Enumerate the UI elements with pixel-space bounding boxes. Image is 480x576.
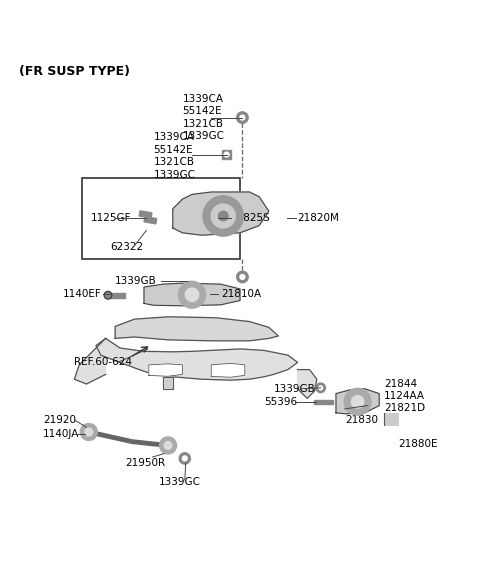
Circle shape: [351, 396, 364, 408]
Circle shape: [159, 437, 177, 454]
Text: 1339GC: 1339GC: [158, 478, 201, 487]
Text: 21810A: 21810A: [221, 289, 261, 300]
Circle shape: [316, 383, 325, 393]
Circle shape: [211, 204, 235, 228]
Text: 21820M: 21820M: [298, 213, 339, 223]
Bar: [139, 211, 152, 218]
Polygon shape: [173, 192, 269, 235]
Text: 1339GB: 1339GB: [274, 384, 315, 394]
Circle shape: [179, 453, 191, 464]
Circle shape: [218, 211, 228, 221]
Text: 21844
1124AA
21821D: 21844 1124AA 21821D: [384, 378, 425, 414]
Text: (FR SUSP TYPE): (FR SUSP TYPE): [19, 65, 130, 78]
Circle shape: [240, 115, 245, 120]
Polygon shape: [149, 364, 182, 376]
Text: 21830: 21830: [346, 415, 379, 425]
Circle shape: [240, 275, 245, 279]
Circle shape: [80, 423, 97, 441]
Text: 55396: 55396: [264, 397, 297, 407]
Text: 1140EF: 1140EF: [62, 289, 101, 300]
Bar: [106, 293, 125, 298]
Circle shape: [224, 152, 229, 157]
Circle shape: [179, 281, 205, 308]
Polygon shape: [211, 363, 245, 377]
Circle shape: [237, 112, 248, 123]
Text: 1339GB: 1339GB: [115, 276, 157, 286]
Text: 21825S: 21825S: [230, 213, 270, 223]
Text: REF.60-624: REF.60-624: [74, 357, 132, 367]
Text: 1140JA: 1140JA: [43, 429, 80, 439]
Polygon shape: [163, 377, 173, 389]
Circle shape: [85, 428, 93, 436]
Circle shape: [185, 288, 199, 301]
Polygon shape: [115, 317, 278, 341]
Circle shape: [104, 291, 112, 299]
Text: 1339CA
55142E
1321CB
1339GC: 1339CA 55142E 1321CB 1339GC: [154, 132, 196, 180]
Circle shape: [182, 456, 187, 461]
Text: 1125GF: 1125GF: [91, 213, 132, 223]
Bar: [222, 150, 231, 160]
Polygon shape: [144, 283, 240, 306]
Circle shape: [164, 442, 172, 449]
Polygon shape: [298, 370, 317, 399]
Text: 1339CA
55142E
1321CB
1339GC: 1339CA 55142E 1321CB 1339GC: [182, 94, 225, 141]
Text: 21880E: 21880E: [398, 439, 438, 449]
Circle shape: [237, 271, 248, 283]
Polygon shape: [74, 338, 106, 384]
Text: 21950R: 21950R: [125, 458, 165, 468]
Circle shape: [319, 386, 323, 390]
Text: 21920: 21920: [43, 415, 76, 425]
Circle shape: [344, 388, 371, 415]
Bar: [144, 217, 157, 224]
Polygon shape: [336, 389, 379, 414]
Polygon shape: [96, 338, 298, 380]
Circle shape: [203, 196, 243, 236]
Text: 62322: 62322: [110, 242, 144, 252]
Bar: [82, 177, 240, 259]
Bar: [314, 400, 333, 404]
Bar: [384, 413, 398, 425]
